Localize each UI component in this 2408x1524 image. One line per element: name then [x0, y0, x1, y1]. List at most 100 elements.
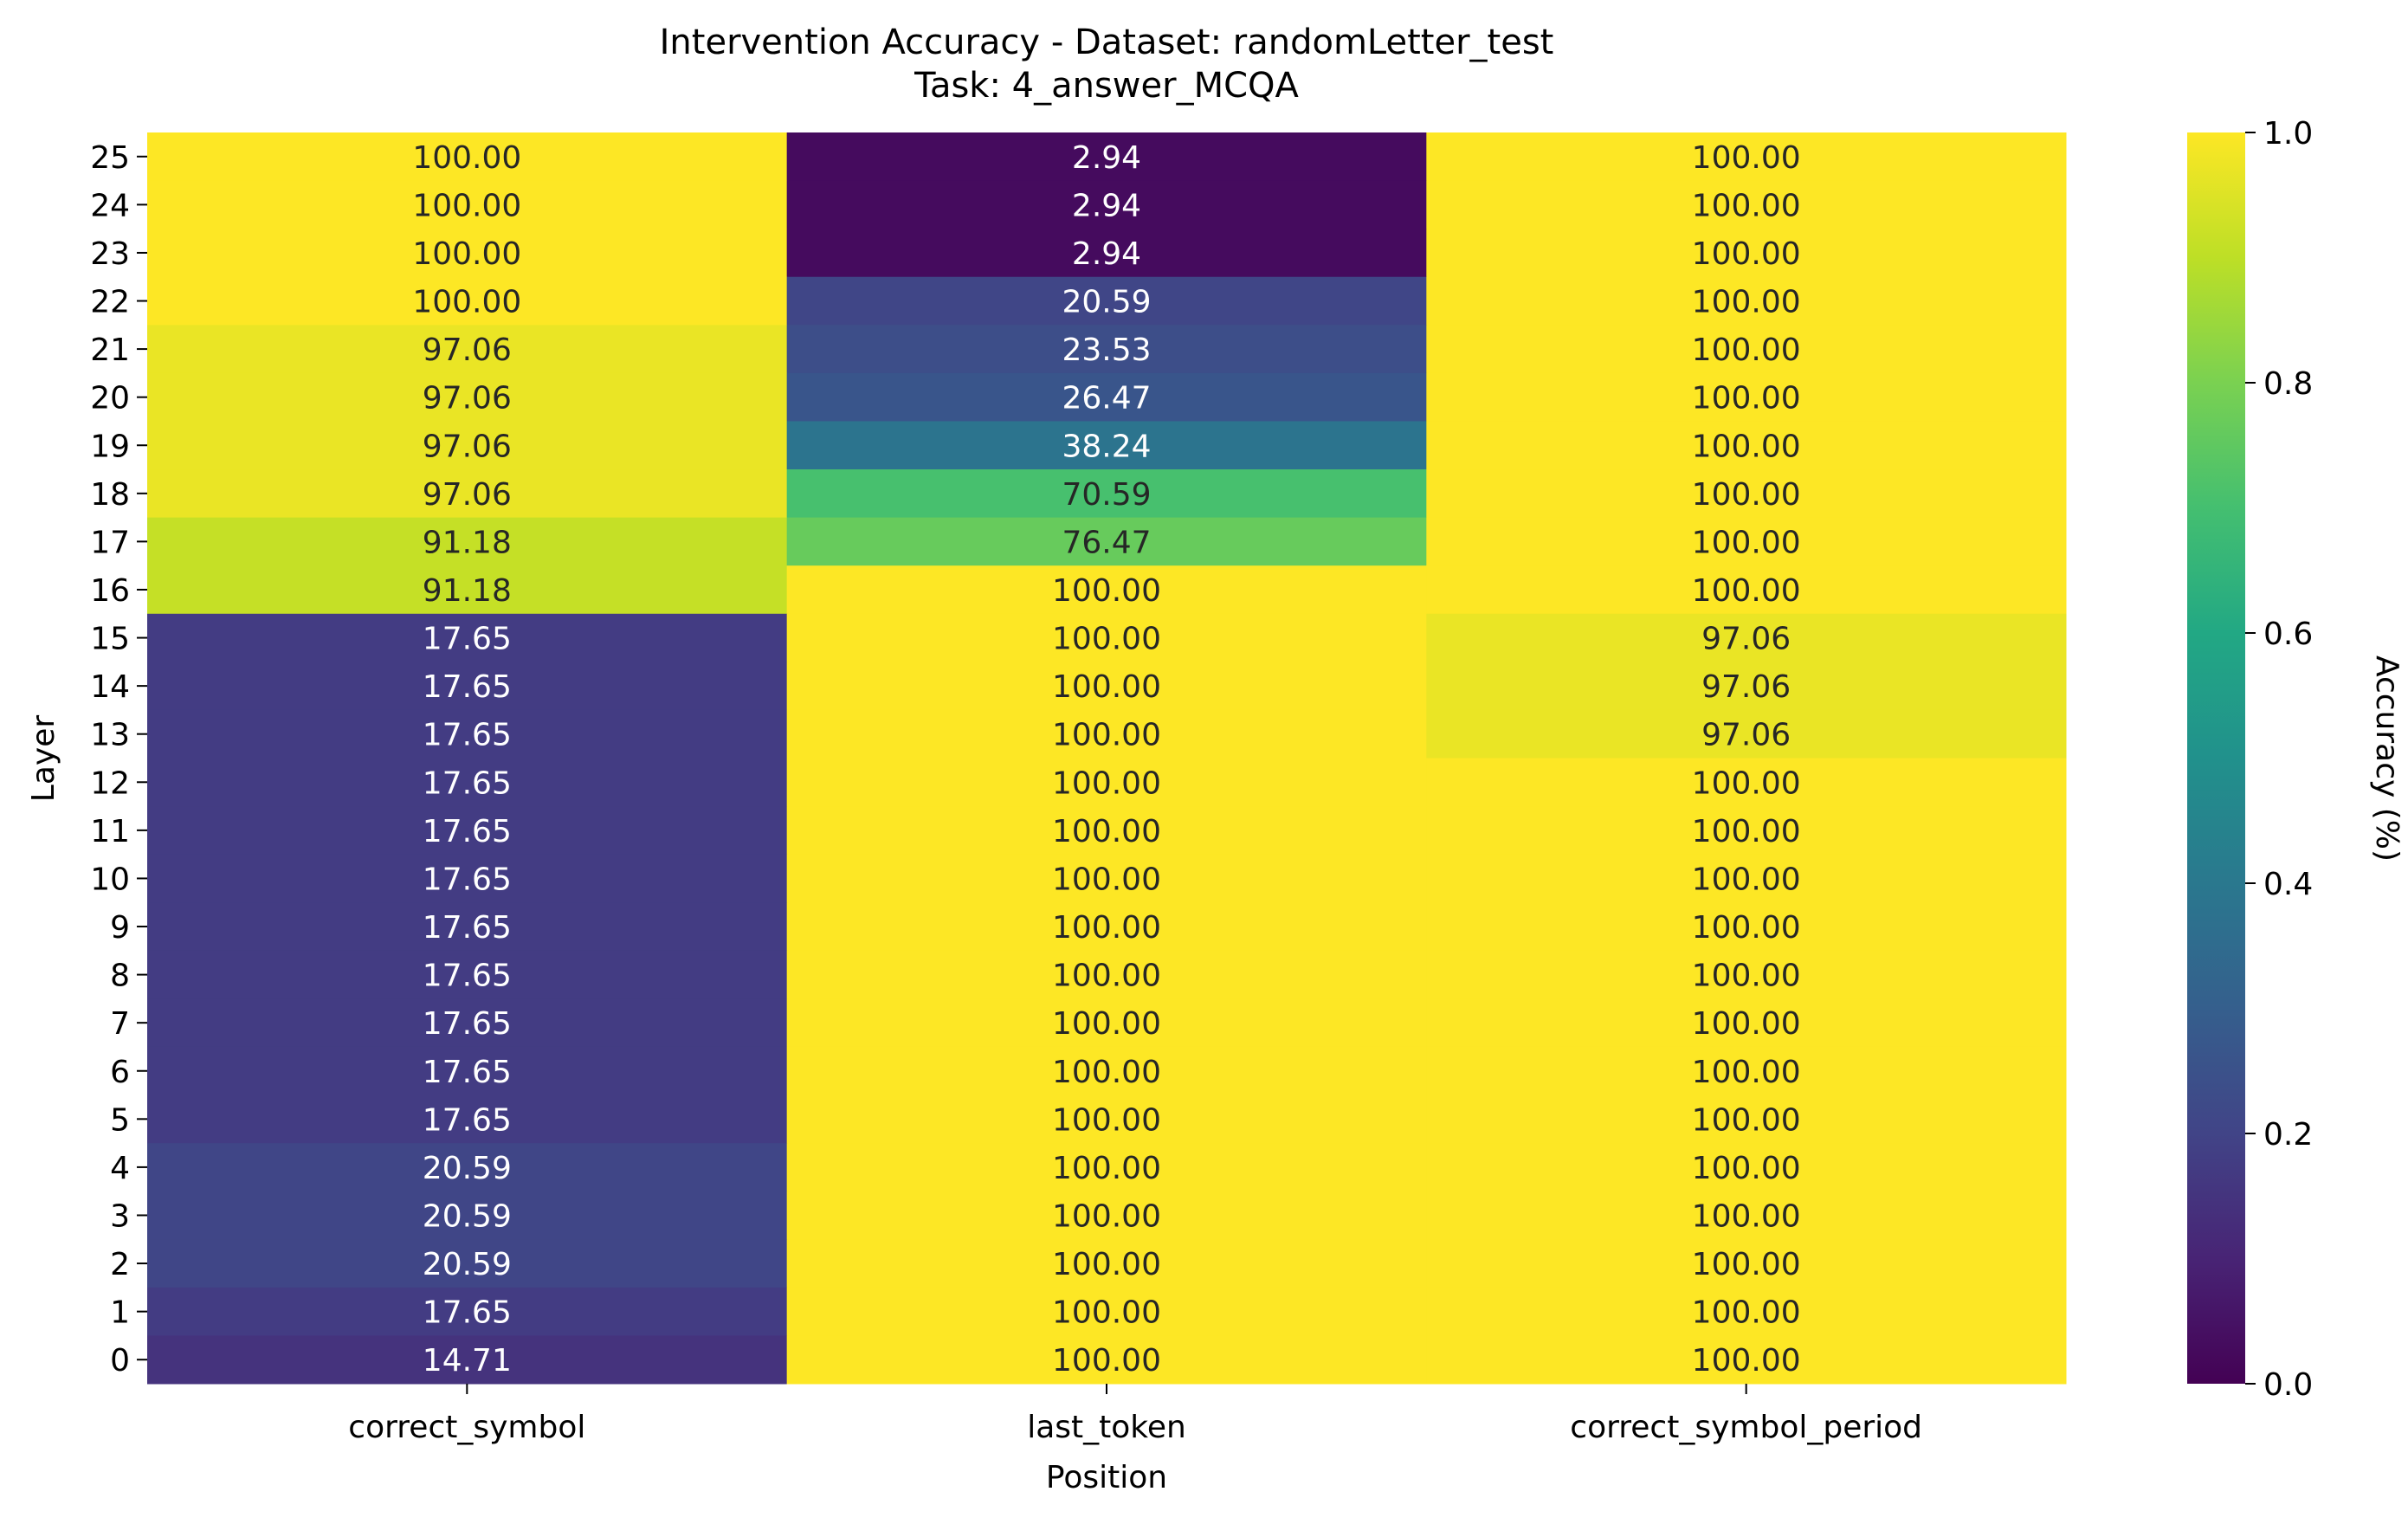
- cell-value-label: 100.00: [1692, 188, 1801, 223]
- heatmap-cell: [786, 1143, 1427, 1192]
- heatmap-cell: [786, 180, 1427, 229]
- y-tick-label: 19: [90, 429, 130, 464]
- cell-value-label: 97.06: [423, 429, 512, 464]
- heatmap-cell: [147, 662, 788, 711]
- cell-value-label: 100.00: [1692, 1006, 1801, 1042]
- heatmap-cell: [1426, 902, 2067, 952]
- cell-value-label: 97.06: [423, 381, 512, 417]
- heatmap-cell: [786, 1046, 1427, 1096]
- heatmap-cell: [147, 1046, 788, 1096]
- heatmap-cell: [1426, 1335, 2067, 1385]
- x-axis-label: Position: [1046, 1460, 1167, 1495]
- cell-value-label: 97.06: [1701, 718, 1791, 753]
- heatmap-cell: [786, 1191, 1427, 1240]
- cell-value-label: 100.00: [1692, 765, 1801, 801]
- y-tick-label: 17: [90, 525, 130, 560]
- heatmap-cell: [147, 950, 788, 999]
- heatmap-cell: [1426, 1191, 2067, 1240]
- cell-value-label: 20.59: [423, 1247, 512, 1282]
- heatmap-cell: [786, 1335, 1427, 1385]
- cell-value-label: 17.65: [423, 814, 512, 849]
- cell-value-label: 97.06: [1701, 622, 1791, 657]
- x-axis-ticks: correct_symbol last_token correct_symbol_p…: [348, 1384, 1922, 1445]
- cell-value-label: 100.00: [1692, 814, 1801, 849]
- colorbar-tick-label: 0.2: [2263, 1117, 2313, 1153]
- cell-value-label: 97.06: [423, 333, 512, 368]
- cell-value-label: 100.00: [1692, 333, 1801, 368]
- cell-value-label: 100.00: [1692, 1102, 1801, 1138]
- heatmap-cell: [1426, 1046, 2067, 1096]
- y-tick-label: 15: [90, 622, 130, 657]
- heatmap-cell: [1426, 180, 2067, 229]
- heatmap-cell: [147, 565, 788, 615]
- cell-value-label: 17.65: [423, 718, 512, 753]
- cell-value-label: 26.47: [1062, 381, 1151, 417]
- cell-value-label: 97.06: [1701, 669, 1791, 705]
- cell-value-label: 100.00: [1052, 959, 1161, 994]
- heatmap-cell: [147, 517, 788, 566]
- y-tick-label: 21: [90, 333, 130, 368]
- cell-value-label: 17.65: [423, 765, 512, 801]
- y-tick-label: 16: [90, 573, 130, 609]
- cell-value-label: 100.00: [1692, 381, 1801, 417]
- cell-value-label: 100.00: [1052, 862, 1161, 897]
- heatmap-cell: [786, 276, 1427, 326]
- heatmap-cell: [1426, 662, 2067, 711]
- cell-value-label: 100.00: [1692, 236, 1801, 272]
- colorbar-tick-label: 0.8: [2263, 366, 2313, 402]
- heatmap-cell: [147, 132, 788, 182]
- colorbar-tick-label: 0.6: [2263, 617, 2313, 652]
- heatmap-cell: [786, 469, 1427, 519]
- x-tick-label: correct_symbol: [348, 1410, 585, 1445]
- heatmap-cell: [147, 229, 788, 278]
- cell-value-label: 17.65: [423, 669, 512, 705]
- heatmap-cell: [147, 1335, 788, 1385]
- heatmap-cell: [147, 613, 788, 662]
- heatmap-cell: [1426, 613, 2067, 662]
- chart-title: Intervention Accuracy - Dataset: randomL…: [660, 23, 1554, 62]
- heatmap-cell: [1426, 565, 2067, 615]
- cell-value-label: 91.18: [423, 573, 512, 609]
- heatmap-cell: [147, 1191, 788, 1240]
- heatmap-cell: [147, 372, 788, 422]
- y-tick-label: 0: [110, 1343, 130, 1379]
- cell-value-label: 100.00: [1052, 718, 1161, 753]
- y-tick-label: 25: [90, 140, 130, 176]
- heatmap-cell: [1426, 806, 2067, 856]
- heatmap-cell: [147, 709, 788, 759]
- y-tick-label: 7: [110, 1006, 130, 1042]
- heatmap-cell: [147, 758, 788, 807]
- heatmap-cell: [147, 1287, 788, 1336]
- heatmap-cell: [786, 662, 1427, 711]
- cell-value-label: 100.00: [1052, 1198, 1161, 1234]
- x-tick-label: correct_symbol_period: [1570, 1410, 1922, 1445]
- y-tick-label: 20: [90, 381, 130, 417]
- cell-value-label: 100.00: [1692, 573, 1801, 609]
- cell-value-label: 100.00: [1052, 669, 1161, 705]
- cell-value-label: 100.00: [1052, 1151, 1161, 1186]
- cell-value-label: 91.18: [423, 525, 512, 560]
- heatmap-cell: [1426, 998, 2067, 1048]
- heatmap-cell: [147, 469, 788, 519]
- heatmap-cell: [786, 1239, 1427, 1288]
- cell-value-label: 100.00: [1692, 1151, 1801, 1186]
- cell-value-label: 100.00: [1052, 910, 1161, 946]
- heatmap-cell: [786, 421, 1427, 470]
- cell-value-label: 100.00: [1692, 140, 1801, 176]
- heatmap-cell: [786, 372, 1427, 422]
- cell-value-label: 100.00: [1692, 862, 1801, 897]
- heatmap-cell: [147, 180, 788, 229]
- y-tick-label: 13: [90, 718, 130, 753]
- cell-value-label: 100.00: [412, 236, 521, 272]
- cell-value-label: 100.00: [412, 188, 521, 223]
- y-tick-label: 2: [110, 1247, 130, 1282]
- cell-value-label: 17.65: [423, 959, 512, 994]
- cell-value-label: 70.59: [1062, 477, 1151, 513]
- heatmap-cell: [786, 565, 1427, 615]
- heatmap-cell: [786, 613, 1427, 662]
- cell-value-label: 100.00: [1692, 1343, 1801, 1379]
- heatmap-cell: [1426, 1287, 2067, 1336]
- cell-value-label: 2.94: [1072, 188, 1141, 223]
- cell-value-label: 100.00: [1052, 1343, 1161, 1379]
